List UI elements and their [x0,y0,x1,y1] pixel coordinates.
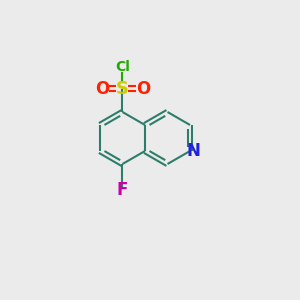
Text: Cl: Cl [115,60,130,74]
Text: S: S [116,80,129,98]
Text: O: O [95,80,109,98]
Text: F: F [117,182,128,200]
Text: N: N [186,142,200,160]
Text: O: O [136,80,150,98]
